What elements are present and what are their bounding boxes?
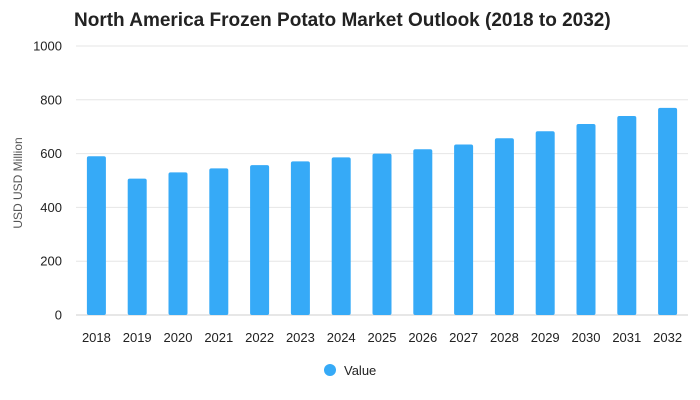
y-tick-label: 1000 (33, 39, 62, 54)
x-tick-label: 2020 (164, 330, 193, 345)
x-tick-label: 2029 (531, 330, 560, 345)
bars (86, 107, 678, 316)
x-tick-label: 2019 (123, 330, 152, 345)
x-tick-label: 2027 (449, 330, 478, 345)
y-axis-label: USD USD Million (11, 137, 25, 228)
bar-2025 (372, 153, 392, 315)
x-tick-label: 2023 (286, 330, 315, 345)
bar-2018 (86, 156, 106, 315)
y-tick-label: 0 (55, 308, 62, 323)
bar-2029 (535, 131, 555, 315)
y-axis-ticks: 0 200 400 600 800 1000 (33, 39, 62, 323)
bar-2030 (576, 124, 596, 315)
y-tick-label: 800 (40, 92, 62, 107)
x-tick-label: 2025 (368, 330, 397, 345)
x-tick-label: 2021 (204, 330, 233, 345)
legend-label-value: Value (344, 363, 376, 378)
y-tick-label: 400 (40, 200, 62, 215)
x-tick-label: 2030 (572, 330, 601, 345)
bar-2022 (250, 165, 270, 315)
bar-2027 (454, 144, 474, 315)
bar-2031 (617, 115, 637, 315)
x-tick-label: 2028 (490, 330, 519, 345)
x-tick-label: 2026 (408, 330, 437, 345)
legend: Value (324, 363, 376, 378)
y-tick-label: 200 (40, 254, 62, 269)
chart-title: North America Frozen Potato Market Outlo… (74, 10, 611, 31)
bar-2021 (209, 168, 229, 315)
bar-2028 (494, 138, 514, 315)
bar-2032 (658, 107, 678, 316)
legend-marker-value (324, 364, 336, 376)
x-tick-label: 2024 (327, 330, 356, 345)
bar-2019 (127, 178, 147, 315)
x-tick-label: 2018 (82, 330, 111, 345)
bar-2024 (331, 157, 351, 315)
bar-2023 (290, 161, 310, 315)
x-tick-label: 2031 (612, 330, 641, 345)
x-tick-label: 2032 (653, 330, 682, 345)
x-axis-ticks: 2018 2019 2020 2021 2022 2023 2024 2025 2026 2027… (82, 330, 682, 345)
x-tick-label: 2022 (245, 330, 274, 345)
bar-2020 (168, 172, 188, 315)
y-tick-label: 600 (40, 146, 62, 161)
bar-2026 (413, 149, 433, 315)
